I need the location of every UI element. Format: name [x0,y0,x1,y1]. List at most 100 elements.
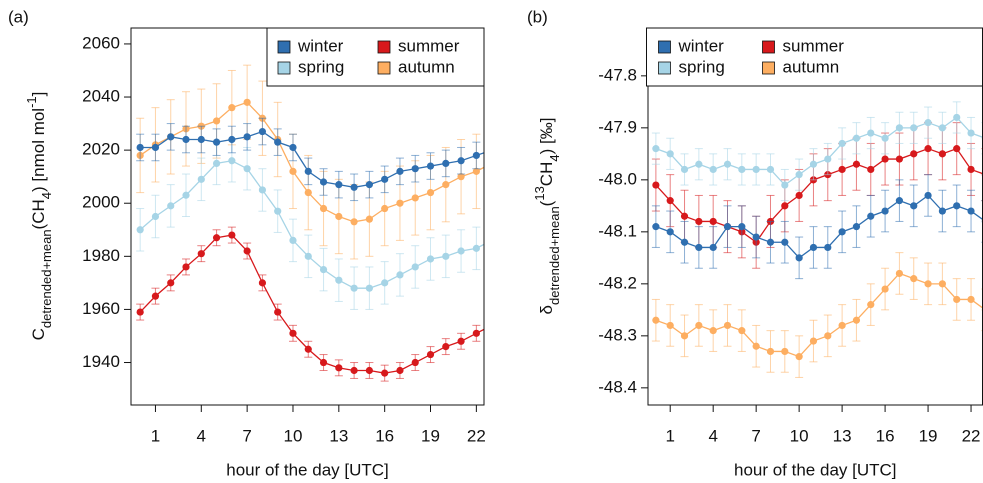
point [695,160,703,168]
point [895,155,904,163]
point [781,181,789,189]
legend-swatch [377,61,391,75]
y-axis-label-part: ) [nmol mol [29,108,48,192]
point [652,316,660,324]
x-tick-label: 16 [375,426,394,445]
point [304,345,312,353]
series-line [139,234,484,374]
point [258,127,267,136]
point [258,186,267,194]
y-tick-label: 2020 [82,140,120,159]
point [350,366,358,375]
point [243,133,251,141]
x-axis-label: hour of the day [UTC] [226,460,389,479]
point [381,369,389,377]
point [766,165,775,174]
x-tick-label: 19 [421,426,440,445]
point [953,295,961,304]
point [457,173,465,181]
point [350,284,358,292]
y-axis-label-part: (CH [29,199,48,229]
point [781,347,789,356]
point [709,165,717,174]
point [967,129,975,137]
point [852,316,861,324]
point [967,165,975,174]
point [274,207,282,215]
point [335,212,343,221]
point [680,332,689,340]
point [304,167,312,175]
point [350,218,358,226]
legend-swatch [658,61,671,75]
point [289,167,297,175]
point [182,191,190,199]
point [381,279,389,287]
point [151,143,160,152]
point [666,228,674,236]
y-axis-label-part: detrended+mean [39,229,54,328]
point [472,329,480,337]
legend-label: winter [297,36,344,55]
point [695,243,703,252]
point [457,157,465,165]
y-axis-label-part: δ [537,305,556,314]
point [396,199,404,207]
y-axis-label-part: CH [537,162,556,187]
series-line [139,101,484,223]
point [289,329,297,337]
point [867,301,875,309]
point [381,175,389,183]
y-axis-label-part: ( [537,200,556,206]
point [695,217,703,226]
series-line [139,160,484,289]
point [680,165,689,174]
point [411,165,419,173]
point [472,167,480,175]
point [136,143,144,152]
point [881,285,889,293]
point [953,113,961,122]
series-line [655,272,983,358]
point [381,204,389,213]
point [197,175,205,183]
point [924,280,932,288]
legend-box [266,27,485,87]
point [652,145,660,153]
panel-label: (a) [8,7,29,26]
x-tick-label: 4 [708,426,717,445]
point [488,147,495,154]
y-tick-label: 1940 [82,352,120,371]
point [488,322,495,329]
x-tick-label: 1 [665,426,674,445]
point [881,155,889,163]
y-tick-label: -48.0 [598,169,637,188]
legend-label: spring [298,57,344,76]
y-axis-label-part: ] [29,92,48,97]
point [895,269,904,278]
point [212,159,221,168]
point [304,189,312,197]
point [666,321,674,330]
error-bar [488,317,496,333]
point [766,238,775,246]
y-axis-label-part: 13 [532,186,547,200]
y-tick-label: 1980 [82,246,120,265]
point [167,202,175,210]
point [136,226,144,234]
point [335,276,343,284]
point [752,342,760,350]
y-tick-label: -48.2 [598,273,637,292]
y-tick-label: 2040 [82,87,120,106]
point [680,238,689,246]
panel-label: (b) [527,7,548,26]
point [228,157,236,165]
point [319,178,328,186]
point [680,212,689,220]
legend-label: spring [679,57,725,76]
point [852,223,861,231]
x-tick-label: 22 [467,426,486,445]
point [457,337,465,345]
point [396,271,404,279]
y-axis-label-part: -1 [24,96,39,108]
